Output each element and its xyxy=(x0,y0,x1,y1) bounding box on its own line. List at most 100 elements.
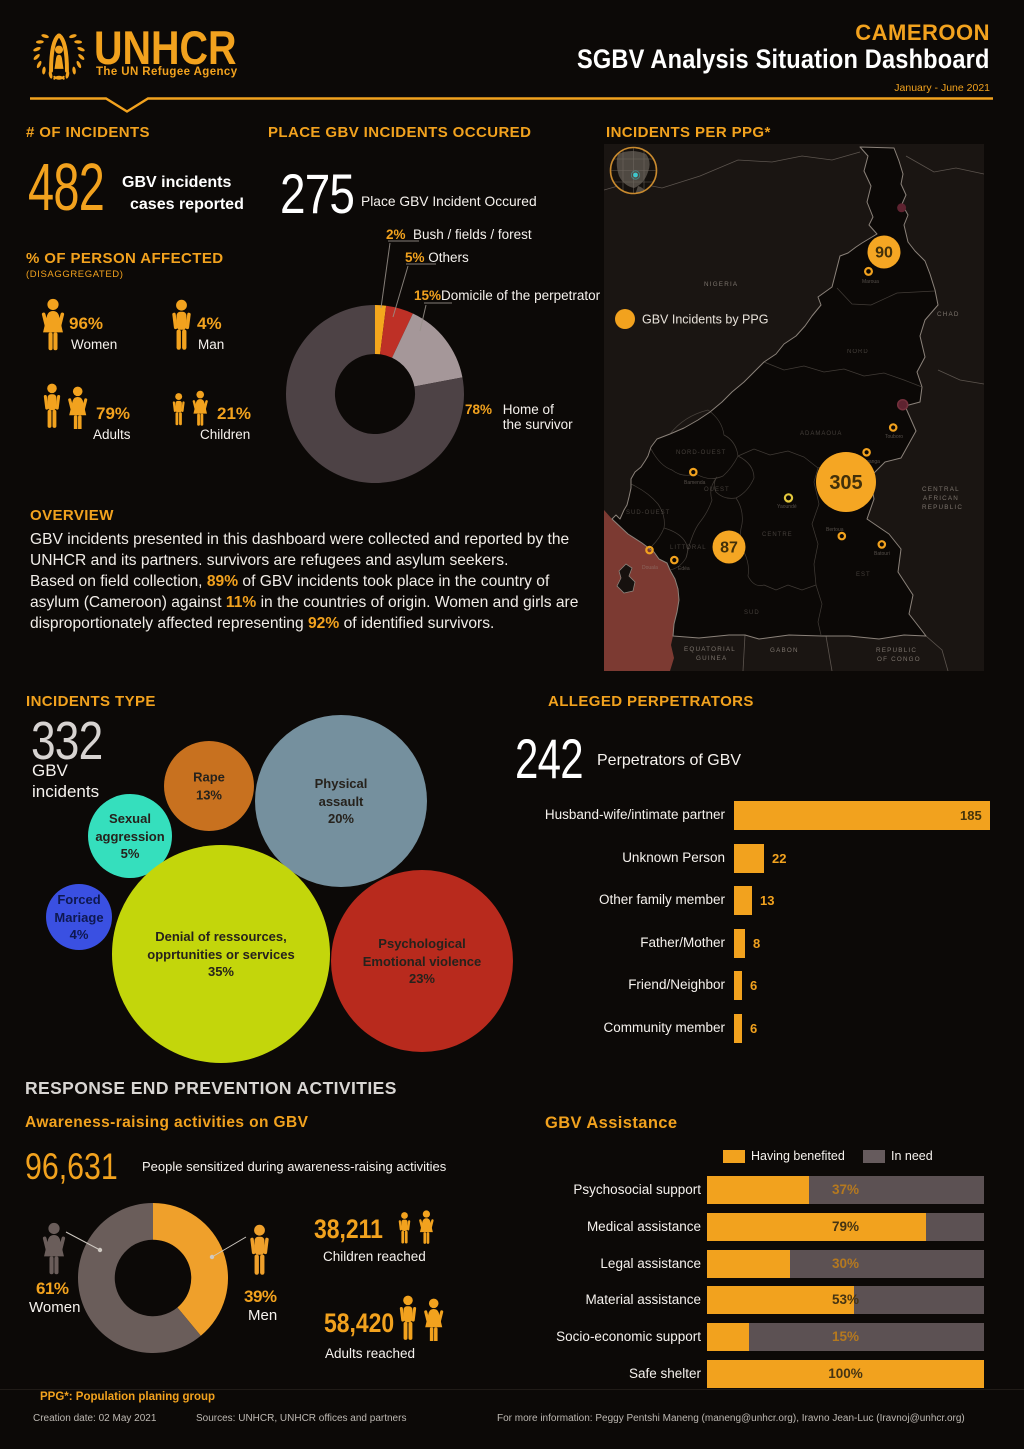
city-label: Bertoua xyxy=(826,527,844,533)
header-country: CAMEROON xyxy=(855,20,990,45)
overview-text: of GBV incidents took place in the count… xyxy=(242,573,550,590)
donut-slice xyxy=(375,305,387,355)
incidents-type-heading: INCIDENTS TYPE xyxy=(26,693,156,710)
unhcr-tagline: The UN Refugee Agency xyxy=(96,66,238,78)
callout-pct: 5% xyxy=(405,250,425,265)
incidents-label: GBV incidents cases reported xyxy=(122,172,244,216)
assistance-track: 30% xyxy=(707,1249,984,1278)
assistance-row: Material assistance 53% xyxy=(0,1286,1024,1315)
map-bubble-90: 90 xyxy=(867,235,901,269)
type-bubble-label-line: opprtunities or services xyxy=(147,946,295,962)
type-bubble-label-line: aggression xyxy=(95,828,165,844)
perpetrator-label: Other family member xyxy=(598,892,725,908)
perpetrator-value: 6 xyxy=(750,1021,758,1036)
children-icon xyxy=(172,390,209,426)
legend-bubble-icon xyxy=(615,309,635,329)
assistance-row: Socio-economic support 15% xyxy=(0,1323,1024,1352)
footer-creation: Creation date: 02 May 2021 xyxy=(33,1413,157,1424)
legend-benefited-label: Having benefited xyxy=(751,1149,845,1163)
assistance-label: Socio-economic support xyxy=(556,1329,701,1345)
assistance-heading: GBV Assistance xyxy=(545,1114,678,1132)
svg-text:87: 87 xyxy=(720,540,738,557)
country-label-congo: REPUBLIC xyxy=(876,647,917,654)
legend-benefited-swatch xyxy=(723,1150,745,1163)
assistance-row: Safe shelter 100% xyxy=(0,1360,1024,1388)
region-label: CENTRE xyxy=(762,532,793,538)
country-label-line: REPUBLIC xyxy=(922,504,963,511)
type-bubble-label: Psychological Emotional violence 23% xyxy=(363,935,481,988)
place-label: Place GBV Incident Occured xyxy=(361,194,537,209)
children-label: Children xyxy=(200,427,251,442)
donut-slice xyxy=(153,1203,228,1336)
map-legend-label: GBV Incidents by PPG xyxy=(642,313,768,327)
adults-pct: 79% xyxy=(96,404,131,423)
type-bubble-label-line: Rape xyxy=(193,769,225,785)
region-label: SUD xyxy=(744,610,760,616)
perpetrator-row: Father/Mother 8 xyxy=(0,928,1024,958)
type-bubble-label-line: assault xyxy=(318,793,364,809)
country-label-line: OF CONGO xyxy=(877,656,921,663)
assistance-pct: 37% xyxy=(831,1182,860,1197)
perpetrator-value: 8 xyxy=(753,935,761,951)
type-bubble-pct: 35% xyxy=(207,963,235,979)
women-share-label: Women xyxy=(29,1299,81,1316)
unhcr-brand: UNHCR xyxy=(94,21,237,74)
region-label: ADAMAOUA xyxy=(800,431,842,437)
assistance-pct: 15% xyxy=(831,1329,860,1345)
incidents-label-line: GBV incidents xyxy=(122,174,232,191)
overview-text: disproportionately affected representing xyxy=(30,615,304,632)
city-label: Touboro xyxy=(885,434,903,440)
type-bubble-label: Physical assault 20% xyxy=(315,775,368,828)
type-bubble xyxy=(255,715,427,887)
city-label: Batouri xyxy=(874,551,890,557)
svg-text:305: 305 xyxy=(829,472,862,494)
country-label-eqguinea: EQUATORIAL xyxy=(684,646,736,653)
type-bubble-label-line: Psychological xyxy=(378,935,466,951)
city-label: Maroua xyxy=(862,279,879,285)
donut-slice xyxy=(392,313,463,387)
perpetrator-row: Community member 6 xyxy=(0,1014,1024,1043)
woman-icon xyxy=(41,298,65,351)
children-reached-label: Children reached xyxy=(323,1249,426,1264)
city-label: Meiganga xyxy=(858,459,880,465)
women-label: Women xyxy=(71,337,118,352)
assistance-label: Material assistance xyxy=(585,1292,701,1308)
cameroon-shape xyxy=(611,146,939,640)
callout-domicile: 15%Domicile of the perpetrator xyxy=(414,288,600,303)
country-label-line: AFRICAN xyxy=(923,495,959,502)
callout-pct: 78% xyxy=(465,402,493,417)
unhcr-emblem-icon xyxy=(33,33,85,80)
footer-note: PPG*: Population planing group xyxy=(40,1391,216,1403)
callout-bush: 2% Bush / fields / forest xyxy=(386,227,532,242)
callout-label-line: Home of xyxy=(502,402,554,417)
overview-heading: OVERVIEW xyxy=(30,507,114,524)
region-label: NORD xyxy=(847,349,869,355)
type-bubble-label-line: Sexual xyxy=(109,810,151,826)
type-bubble-label-line: Emotional violence xyxy=(362,953,482,969)
globe-inset-icon xyxy=(609,146,658,195)
man-label: Man xyxy=(198,337,225,352)
assistance-pct: 100% xyxy=(828,1366,863,1381)
incidents-type-value: 332 xyxy=(31,711,103,771)
town-markers xyxy=(645,266,898,565)
perpetrators-heading: ALLEGED PERPETRATORS xyxy=(548,693,754,710)
perpetrator-row: Other family member 13 xyxy=(0,886,1024,916)
assistance-label: Legal assistance xyxy=(600,1255,701,1271)
assistance-fill xyxy=(707,1286,854,1315)
header-divider xyxy=(30,97,993,113)
donut-slice xyxy=(380,305,413,358)
awareness-value: 96,631 xyxy=(25,1146,118,1187)
perpetrator-bar xyxy=(734,971,742,1001)
perpetrator-row: Friend/Neighbor 6 xyxy=(0,971,1024,1001)
overview-text: of identified survivors. xyxy=(343,615,495,632)
women-pct: 96% xyxy=(69,314,104,333)
callout-pct: 2% xyxy=(386,227,406,242)
man-pct: 4% xyxy=(197,314,222,333)
type-bubble-label-line: Physical xyxy=(314,775,368,791)
region-label: SUD-OUEST xyxy=(626,510,670,516)
type-bubble-pct: 13% xyxy=(195,787,223,802)
type-bubble-label-line: Forced xyxy=(57,891,101,907)
region-label: EST xyxy=(856,572,871,578)
children-reached-value: 38,211 xyxy=(314,1214,383,1244)
assistance-track: 53% xyxy=(707,1286,984,1315)
